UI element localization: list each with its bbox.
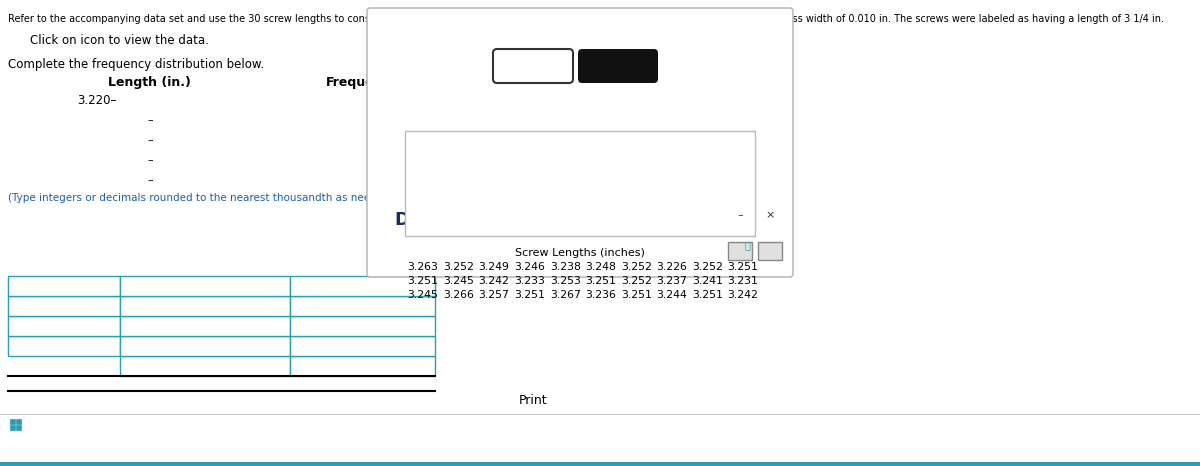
Bar (8, 316, 120, 336)
Bar (290, 296, 436, 316)
Bar (120, 336, 290, 356)
Text: 3.252: 3.252 (620, 276, 652, 286)
FancyBboxPatch shape (493, 49, 574, 83)
Text: –: – (148, 155, 152, 165)
Text: 3.246: 3.246 (515, 262, 545, 272)
Text: 3.266: 3.266 (443, 290, 474, 300)
Text: –: – (148, 115, 152, 125)
Text: 3.244: 3.244 (656, 290, 688, 300)
Bar (290, 316, 436, 336)
Text: 3.251: 3.251 (586, 276, 617, 286)
Text: 3.242: 3.242 (479, 276, 510, 286)
Text: Length (in.): Length (in.) (108, 76, 191, 89)
Text: 3.236: 3.236 (586, 290, 617, 300)
Bar (120, 276, 290, 296)
Text: 3.238: 3.238 (550, 262, 581, 272)
Text: ⎙: ⎙ (744, 240, 750, 250)
Bar (10, 425, 14, 430)
Bar (8, 296, 120, 316)
Bar (120, 296, 290, 316)
Bar (290, 336, 436, 356)
Text: .....: ..... (593, 42, 607, 52)
Text: 3.233: 3.233 (515, 276, 545, 286)
Text: 3.267: 3.267 (550, 290, 581, 300)
Text: 3.251: 3.251 (727, 262, 758, 272)
Text: Complete the frequency distribution below.: Complete the frequency distribution belo… (8, 58, 264, 71)
Text: 3.257: 3.257 (479, 290, 510, 300)
Text: Click on icon to view the data.: Click on icon to view the data. (30, 34, 209, 47)
Text: ×: × (766, 210, 775, 220)
Text: 3.251: 3.251 (408, 276, 438, 286)
Text: 3.242: 3.242 (727, 290, 758, 300)
Text: 3.251: 3.251 (515, 290, 545, 300)
FancyBboxPatch shape (578, 49, 658, 83)
Bar (120, 316, 290, 336)
Bar (728, 242, 752, 260)
Bar (758, 242, 782, 260)
FancyBboxPatch shape (367, 8, 793, 277)
Text: 3.220–: 3.220– (78, 94, 118, 107)
Text: 3.245: 3.245 (408, 290, 438, 300)
Bar (0, 462, 1200, 466)
Bar (290, 276, 436, 296)
Text: –: – (148, 175, 152, 185)
Text: 3.249: 3.249 (479, 262, 510, 272)
Bar (16, 419, 22, 424)
Bar (406, 131, 755, 236)
Text: 3.252: 3.252 (620, 262, 652, 272)
Text: 3.245: 3.245 (443, 276, 474, 286)
Bar (16, 425, 22, 430)
Text: Screw Lengths (inches): Screw Lengths (inches) (515, 248, 644, 258)
Bar (290, 356, 436, 376)
Text: 3.253: 3.253 (550, 276, 581, 286)
Text: Data Table: Data Table (395, 211, 502, 229)
Text: 3.226: 3.226 (656, 262, 688, 272)
Text: (Type integers or decimals rounded to the nearest thousandth as needed.): (Type integers or decimals rounded to th… (8, 193, 397, 203)
Text: Frequency: Frequency (326, 76, 398, 89)
Text: 3.252: 3.252 (692, 262, 722, 272)
Bar (120, 356, 290, 376)
Text: 3.241: 3.241 (692, 276, 722, 286)
Text: –: – (737, 210, 743, 220)
Text: 3.248: 3.248 (586, 262, 617, 272)
Text: 3.263: 3.263 (408, 262, 438, 272)
Text: Done: Done (601, 393, 635, 406)
Bar (8, 336, 120, 356)
Text: –: – (148, 135, 152, 145)
Text: 3.251: 3.251 (692, 290, 722, 300)
Text: 3.237: 3.237 (656, 276, 688, 286)
Text: 3.231: 3.231 (727, 276, 758, 286)
Bar (10, 419, 14, 424)
Bar (8, 276, 120, 296)
Text: 3.251: 3.251 (620, 290, 652, 300)
Text: Refer to the accompanying data set and use the 30 screw lengths to construct a f: Refer to the accompanying data set and u… (8, 14, 1164, 24)
Text: Print: Print (518, 393, 547, 406)
Text: 3.252: 3.252 (443, 262, 474, 272)
